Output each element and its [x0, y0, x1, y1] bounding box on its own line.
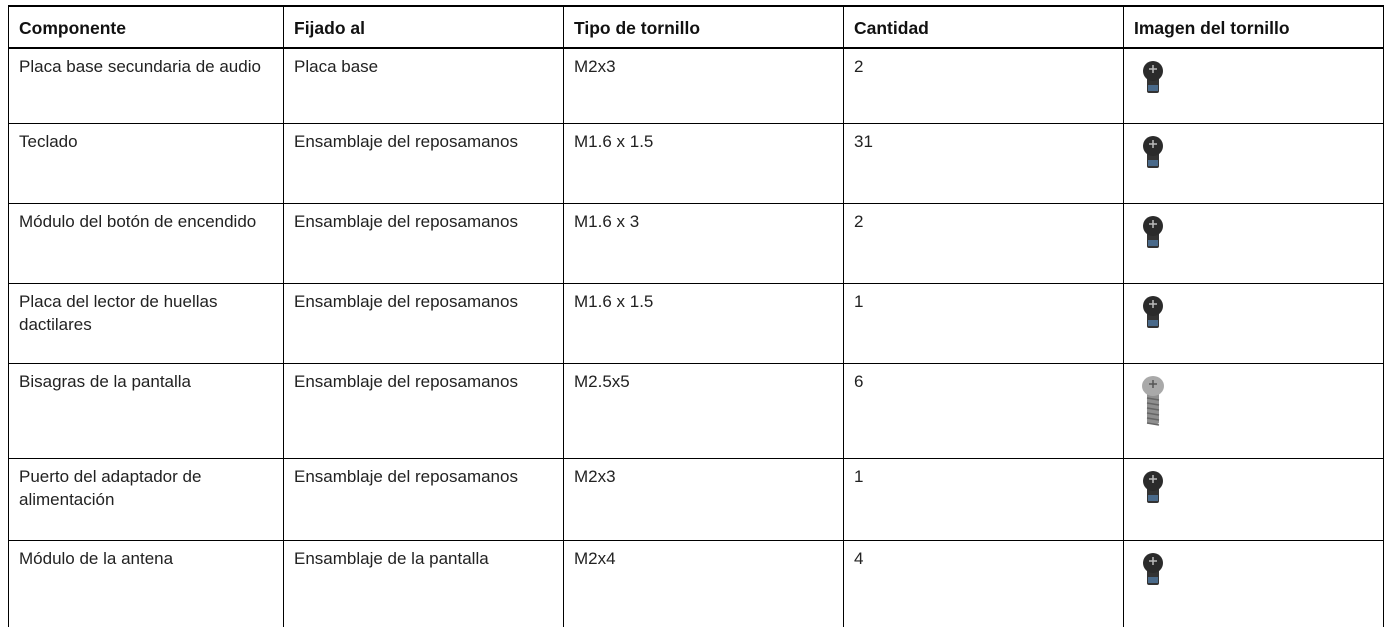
- header-cell: Cantidad: [843, 5, 1124, 49]
- table-cell: Teclado: [8, 123, 284, 204]
- image-cell: [1123, 48, 1384, 124]
- image-cell: [1123, 540, 1384, 627]
- table-row: Puerto del adaptador de alimentación Ensa…: [8, 458, 1384, 541]
- table-cell: 2: [843, 48, 1124, 124]
- screw-icon: [1143, 553, 1163, 585]
- screw-icon: [1142, 376, 1164, 426]
- table-row: Bisagras de la pantalla Ensamblaje del re…: [8, 363, 1384, 459]
- table-cell: Módulo de la antena: [8, 540, 284, 627]
- screw-icon: [1143, 471, 1163, 503]
- table-cell: Ensamblaje del reposamanos: [283, 363, 564, 459]
- header-cell: Componente: [8, 5, 284, 49]
- screw-icon: [1143, 136, 1163, 168]
- table-cell: Ensamblaje del reposamanos: [283, 123, 564, 204]
- screw-icon: [1143, 296, 1163, 328]
- table-row: Teclado Ensamblaje del reposamanos M1.6 x …: [8, 123, 1384, 204]
- table-cell: M2x3: [563, 48, 844, 124]
- table-cell: Placa del lector de huellas dactilares: [8, 283, 284, 364]
- image-cell: [1123, 203, 1384, 284]
- table-cell: 2: [843, 203, 1124, 284]
- table-cell: 1: [843, 283, 1124, 364]
- table-row: Módulo de la antena Ensamblaje de la pant…: [8, 540, 1384, 627]
- header-cell: Tipo de tornillo: [563, 5, 844, 49]
- table-cell: 31: [843, 123, 1124, 204]
- table-cell: Ensamblaje del reposamanos: [283, 203, 564, 284]
- table-cell: Módulo del botón de encendido: [8, 203, 284, 284]
- image-cell: [1123, 283, 1384, 364]
- header-cell: Imagen del tornillo: [1123, 5, 1384, 49]
- table-cell: M2.5x5: [563, 363, 844, 459]
- table-cell: Bisagras de la pantalla: [8, 363, 284, 459]
- table-cell: M1.6 x 1.5: [563, 123, 844, 204]
- table-cell: 1: [843, 458, 1124, 541]
- table-cell: Ensamblaje de la pantalla: [283, 540, 564, 627]
- table-cell: M2x4: [563, 540, 844, 627]
- table-cell: 6: [843, 363, 1124, 459]
- screw-icon: [1143, 61, 1163, 93]
- screw-table: Componente Fijado al Tipo de tornillo Canti…: [8, 5, 1384, 627]
- image-cell: [1123, 458, 1384, 541]
- table-row: Placa base secundaria de audio Placa base…: [8, 48, 1384, 124]
- table-cell: M1.6 x 3: [563, 203, 844, 284]
- table-cell: 4: [843, 540, 1124, 627]
- table-row: Módulo del botón de encendido Ensamblaje …: [8, 203, 1384, 284]
- table-body: Placa base secundaria de audio Placa base…: [8, 48, 1384, 627]
- table-cell: Ensamblaje del reposamanos: [283, 283, 564, 364]
- table-cell: Placa base secundaria de audio: [8, 48, 284, 124]
- table-cell: M2x3: [563, 458, 844, 541]
- header-cell: Fijado al: [283, 5, 564, 49]
- table-cell: M1.6 x 1.5: [563, 283, 844, 364]
- table-row: Placa del lector de huellas dactilares En…: [8, 283, 1384, 364]
- image-cell: [1123, 123, 1384, 204]
- table-cell: Placa base: [283, 48, 564, 124]
- image-cell: [1123, 363, 1384, 459]
- screw-icon: [1143, 216, 1163, 248]
- table-cell: Puerto del adaptador de alimentación: [8, 458, 284, 541]
- table-cell: Ensamblaje del reposamanos: [283, 458, 564, 541]
- header-row: Componente Fijado al Tipo de tornillo Canti…: [8, 5, 1384, 49]
